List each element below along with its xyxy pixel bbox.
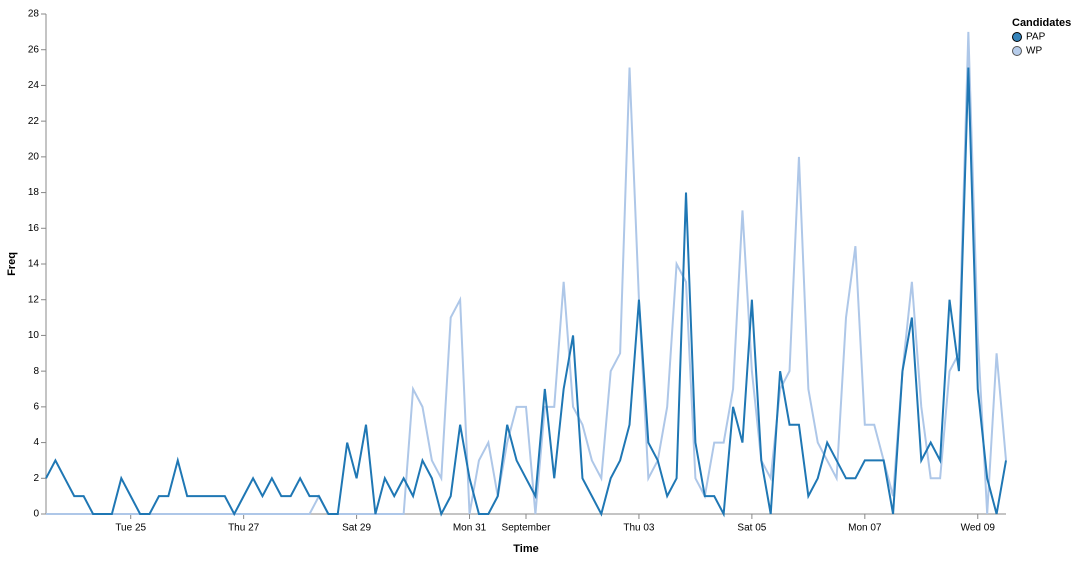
x-tick-label: Tue 25 [115,523,146,534]
legend-label: PAP [1026,32,1046,43]
x-axis-title: Time [513,543,538,555]
y-tick-label: 16 [28,223,40,234]
y-tick-label: 2 [33,473,39,484]
legend-symbol [1012,46,1022,56]
y-tick-label: 10 [28,330,40,341]
x-tick-label: September [502,523,552,534]
legend-symbol [1012,32,1022,42]
y-tick-label: 0 [33,509,39,520]
y-tick-label: 18 [28,187,40,198]
y-tick-label: 22 [28,116,40,127]
legend-label: WP [1026,46,1042,57]
x-tick-label: Sat 05 [737,523,766,534]
legend-title: Candidates [1012,17,1071,29]
x-tick-label: Thu 27 [228,523,260,534]
y-tick-label: 26 [28,44,40,55]
x-tick-label: Mon 07 [848,523,882,534]
x-tick-label: Sat 29 [342,523,371,534]
x-tick-label: Thu 03 [623,523,655,534]
y-tick-label: 24 [28,80,40,91]
y-tick-label: 28 [28,9,40,20]
x-tick-label: Wed 09 [961,523,996,534]
y-tick-label: 12 [28,294,40,305]
y-tick-label: 20 [28,151,40,162]
y-tick-label: 8 [33,366,39,377]
line-wp [46,31,1007,515]
x-tick-label: Mon 31 [453,523,487,534]
y-tick-label: 6 [33,401,39,412]
line-pap [45,67,1007,518]
y-axis-title: Freq [6,252,18,276]
y-tick-label: 4 [33,437,39,448]
y-tick-label: 14 [28,259,40,270]
